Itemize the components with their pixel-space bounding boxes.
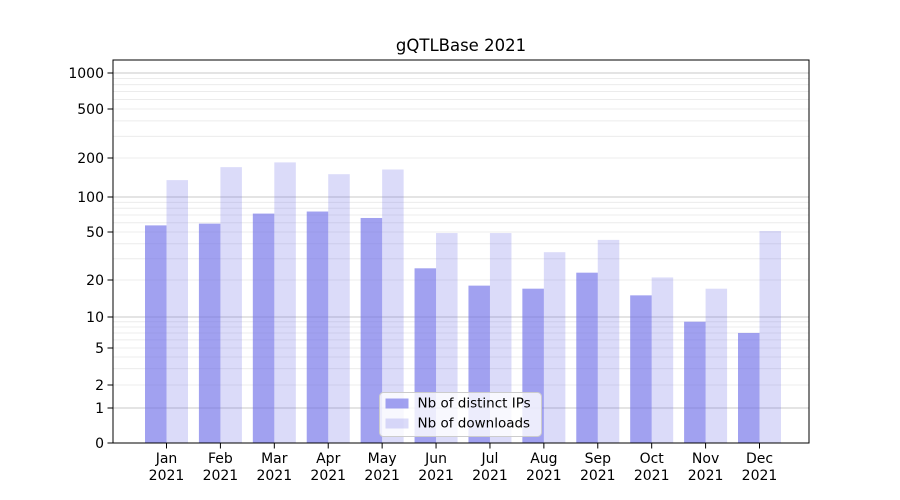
bar-downloads — [597, 239, 620, 443]
bar-downloads — [705, 288, 728, 443]
legend-swatch-downloads — [385, 418, 409, 429]
y-tick-label: 200 — [77, 151, 104, 167]
bar-distinct-ips — [630, 295, 652, 443]
chart-title: gQTLBase 2021 — [396, 36, 526, 55]
x-tick-label-year: 2021 — [526, 468, 562, 484]
y-tick-label: 50 — [86, 225, 104, 241]
x-tick-label-year: 2021 — [580, 468, 616, 484]
y-tick-label: 0 — [95, 436, 104, 452]
x-tick-label-year: 2021 — [203, 468, 239, 484]
x-tick-label-month: May — [368, 451, 397, 467]
bar-downloads — [436, 233, 458, 443]
x-tick-label-year: 2021 — [310, 468, 346, 484]
x-tick-label-month: Mar — [261, 451, 288, 467]
y-tick-label: 20 — [86, 273, 104, 289]
y-tick-label: 10 — [86, 310, 104, 326]
legend-swatch-distinct-ips — [385, 398, 409, 409]
x-tick-label-year: 2021 — [256, 468, 292, 484]
bar-downloads — [759, 231, 781, 443]
bar-distinct-ips — [145, 225, 167, 443]
bar-downloads — [328, 174, 350, 443]
x-tick-label-year: 2021 — [742, 468, 778, 484]
bar-distinct-ips — [306, 211, 329, 443]
legend-box — [379, 392, 542, 437]
bar-downloads — [166, 180, 188, 444]
y-tick-label: 1000 — [68, 66, 104, 82]
x-tick-label-month: Feb — [208, 451, 233, 467]
legend: Nb of distinct IPs Nb of downloads — [379, 392, 542, 437]
bar-downloads — [382, 169, 404, 443]
legend-label: Nb of downloads — [418, 416, 531, 432]
bar-distinct-ips — [576, 272, 598, 443]
bar-downloads — [543, 252, 566, 443]
x-tick-label-month: Jun — [424, 451, 447, 467]
bar-distinct-ips — [252, 213, 275, 443]
legend-label: Nb of distinct IPs — [418, 396, 531, 412]
bar-distinct-ips — [738, 332, 760, 443]
y-tick-label: 100 — [77, 190, 104, 206]
x-tick-label-year: 2021 — [472, 468, 508, 484]
bar-downloads — [489, 233, 512, 443]
x-tick-label-month: Apr — [316, 451, 340, 467]
x-tick-label-month: Nov — [692, 451, 719, 467]
x-tick-label-month: Dec — [746, 451, 773, 467]
y-tick-label: 5 — [95, 341, 104, 357]
x-tick-label-month: Oct — [640, 451, 665, 467]
bar-downloads — [274, 162, 296, 443]
bar-downloads — [651, 277, 674, 443]
x-tick-label-year: 2021 — [688, 468, 724, 484]
x-tick-label-month: Sep — [585, 451, 612, 467]
x-tick-label-year: 2021 — [418, 468, 454, 484]
x-tick-label-month: Jul — [481, 451, 499, 467]
plot-frame — [112, 59, 810, 444]
bar-distinct-ips — [360, 217, 383, 443]
bar-distinct-ips — [198, 223, 221, 443]
bar-downloads — [220, 167, 242, 443]
y-tick-label: 500 — [77, 102, 104, 118]
x-tick-label-month: Aug — [530, 451, 557, 467]
bar-distinct-ips — [684, 321, 706, 443]
y-tick-label: 2 — [95, 378, 104, 394]
x-tick-label-year: 2021 — [634, 468, 670, 484]
x-tick-label-year: 2021 — [364, 468, 400, 484]
x-tick-label-year: 2021 — [149, 468, 185, 484]
y-tick-label: 1 — [95, 401, 104, 417]
x-tick-label-month: Jan — [155, 451, 178, 467]
